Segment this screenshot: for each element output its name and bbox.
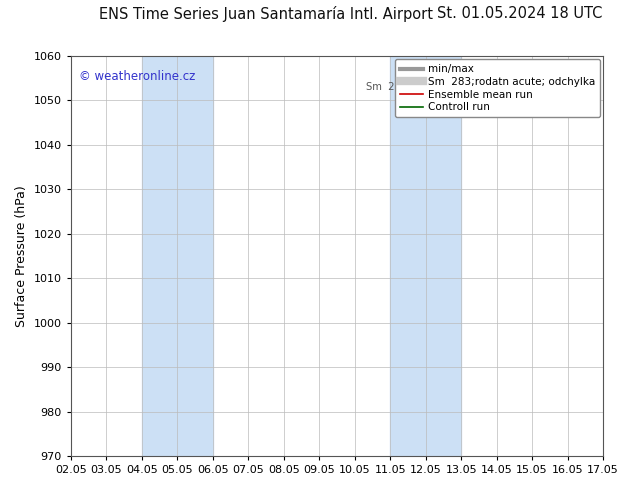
Text: © weatheronline.cz: © weatheronline.cz xyxy=(79,70,195,83)
Text: Sm  283;rodatn acute; odchylka: Sm 283;rodatn acute; odchylka xyxy=(366,82,526,92)
Text: ENS Time Series Juan Santamaría Intl. Airport: ENS Time Series Juan Santamaría Intl. Ai… xyxy=(100,6,433,22)
Y-axis label: Surface Pressure (hPa): Surface Pressure (hPa) xyxy=(15,185,28,327)
Legend: min/max, Sm  283;rodatn acute; odchylka, Ensemble mean run, Controll run: min/max, Sm 283;rodatn acute; odchylka, … xyxy=(395,59,600,118)
Bar xyxy=(141,56,212,456)
Bar xyxy=(390,56,461,456)
Text: St. 01.05.2024 18 UTC: St. 01.05.2024 18 UTC xyxy=(437,6,602,21)
